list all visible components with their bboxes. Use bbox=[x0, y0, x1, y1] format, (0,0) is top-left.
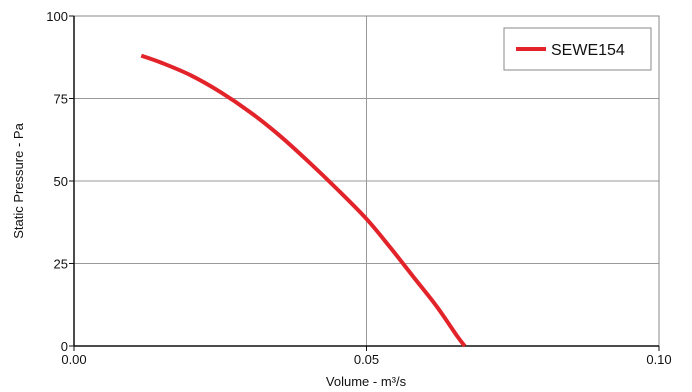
x-axis-title: Volume - m³/s bbox=[326, 374, 407, 389]
x-tick-labels: 0.00 0.05 0.10 bbox=[61, 352, 671, 367]
y-tick-label: 75 bbox=[54, 92, 68, 107]
y-tick-label: 0 bbox=[61, 339, 68, 354]
x-tick-label: 0.10 bbox=[646, 352, 671, 367]
x-tick-label: 0.00 bbox=[61, 352, 86, 367]
y-tick-label: 50 bbox=[54, 174, 68, 189]
x-tick-label: 0.05 bbox=[354, 352, 379, 367]
axis-ticks bbox=[69, 15, 660, 351]
y-tick-labels: 0 25 50 75 100 bbox=[46, 9, 68, 354]
y-axis-title: Static Pressure - Pa bbox=[11, 122, 26, 238]
legend: SEWE154 bbox=[503, 27, 652, 71]
grid bbox=[74, 16, 659, 346]
legend-label: SEWE154 bbox=[551, 42, 625, 59]
y-tick-label: 100 bbox=[46, 9, 68, 24]
y-tick-label: 25 bbox=[54, 257, 68, 272]
series-line-sewe154 bbox=[140, 53, 467, 348]
